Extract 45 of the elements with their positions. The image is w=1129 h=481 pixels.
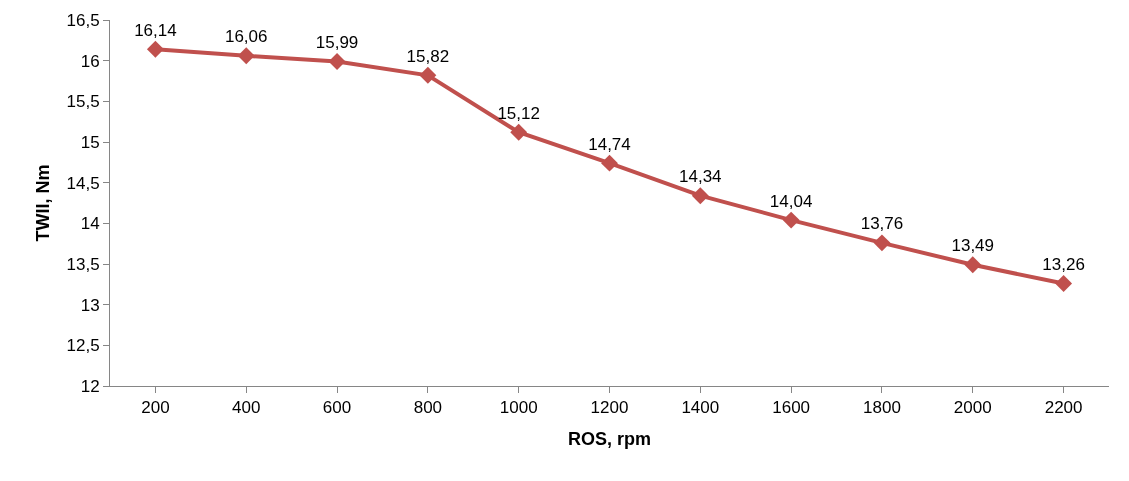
data-label: 15,12	[497, 103, 540, 123]
y-tick-label: 13	[80, 295, 100, 315]
point	[782, 211, 800, 229]
data-label: 14,74	[588, 134, 631, 154]
x-tick-label: 400	[232, 398, 261, 418]
x-tick-label: 200	[141, 398, 170, 418]
data-label: 14,04	[769, 191, 813, 211]
x-tick-label: 2200	[1044, 398, 1083, 418]
y-tick-label: 13,5	[66, 254, 100, 274]
point	[510, 123, 528, 141]
point	[328, 53, 346, 70]
y-tick-label: 16	[80, 51, 100, 71]
point	[691, 187, 709, 205]
x-tick-label: 1800	[863, 398, 901, 418]
data-label: 14,34	[679, 167, 722, 187]
y-axis-title: TWII, Nm	[32, 164, 53, 242]
y-tick-label: 15	[80, 132, 100, 152]
x-tick-label: 1400	[681, 398, 720, 418]
data-label: 13,76	[860, 214, 904, 234]
x-tick-label: 1000	[499, 398, 538, 418]
y-tick-label: 14,5	[66, 173, 100, 193]
data-label: 16,14	[134, 20, 177, 40]
point	[146, 40, 164, 58]
x-tick-label: 2000	[953, 398, 992, 418]
data-label: 15,82	[406, 46, 450, 66]
data-label: 13,49	[951, 236, 995, 256]
point	[419, 66, 437, 84]
y-tick-label: 16,5	[66, 10, 100, 30]
point	[873, 234, 891, 252]
x-tick-label: 800	[413, 398, 443, 418]
y-tick-label: 14	[80, 214, 100, 234]
data-label: 15,99	[315, 33, 359, 53]
x-axis-title: ROS, rpm	[567, 428, 652, 449]
x-tick-label: 1200	[590, 398, 629, 418]
x-tick-label: 1600	[772, 398, 811, 418]
data-label: 13,26	[1042, 255, 1085, 275]
point	[601, 154, 618, 172]
y-tick-label: 12	[80, 376, 100, 396]
point	[1055, 275, 1073, 292]
y-tick-label: 15,5	[66, 92, 100, 112]
point	[964, 256, 982, 274]
point	[237, 47, 255, 65]
data-label: 16,06	[224, 27, 268, 47]
x-tick-label: 600	[322, 398, 352, 418]
y-tick-label: 12,5	[66, 336, 100, 356]
